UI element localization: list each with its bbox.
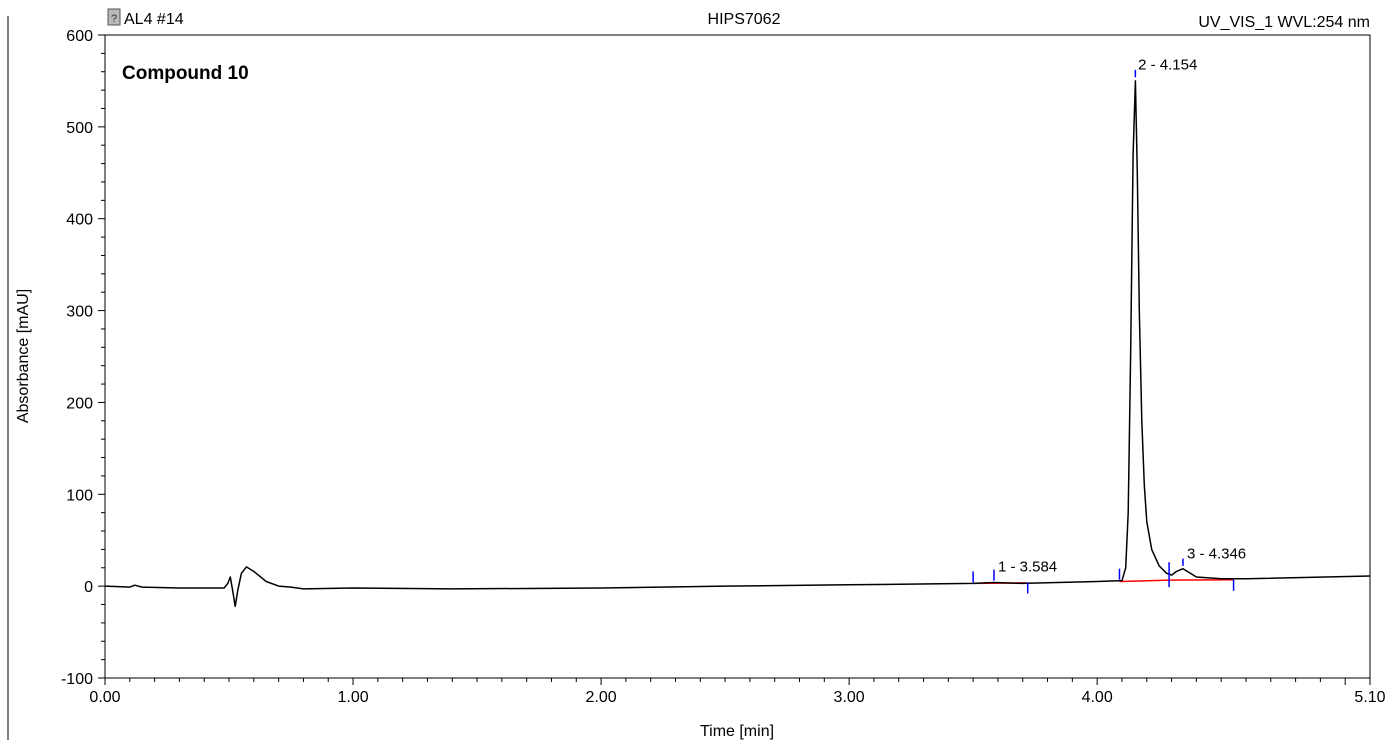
sample-name: AL4 #14 [124, 11, 184, 28]
baseline-segment [1119, 579, 1170, 583]
x-axis: 0.00 1.00 2.00 3.00 4.00 5.10 [89, 678, 1385, 706]
x-tick-label: 4.00 [1082, 689, 1113, 706]
y-tick-label: 0 [84, 579, 93, 596]
plot-content: 1 - 3.584 2 - 4.154 3 - 4.346 [104, 57, 1371, 608]
compound-annotation: Compound 10 [122, 63, 249, 84]
y-tick-label: 300 [66, 304, 93, 321]
chart-header: ? AL4 #14 HIPS7062 UV_VIS_1 WVL:254 nm [107, 8, 1370, 31]
plot-area [104, 34, 1371, 679]
peak-label: 3 - 4.346 [1187, 545, 1246, 562]
report-icon-glyph: ? [111, 13, 117, 25]
x-tick-label: 2.00 [586, 689, 617, 706]
y-tick-label: 600 [66, 28, 93, 45]
peak-label: 1 - 3.584 [998, 558, 1057, 575]
y-tick-label: -100 [61, 671, 93, 688]
detector-label: UV_VIS_1 WVL:254 nm [1198, 14, 1370, 31]
y-tick-label: 400 [66, 212, 93, 229]
x-tick-label: 3.00 [834, 689, 865, 706]
x-tick-label: 1.00 [337, 689, 368, 706]
report-icon [107, 8, 121, 26]
y-tick-label: 100 [66, 487, 93, 504]
x-tick-label: 5.10 [1354, 689, 1385, 706]
y-axis-label: Absorbance [mAU] [15, 289, 32, 423]
x-tick-label: 0.00 [89, 689, 120, 706]
peak-label: 2 - 4.154 [1138, 57, 1197, 74]
run-name: HIPS7062 [708, 11, 781, 28]
signal-trace [104, 80, 1371, 608]
y-tick-label: 200 [66, 395, 93, 412]
x-axis-label: Time [min] [700, 723, 774, 740]
y-axis: -100 0 100 200 300 400 500 600 [61, 28, 105, 688]
y-tick-label: 500 [66, 120, 93, 137]
